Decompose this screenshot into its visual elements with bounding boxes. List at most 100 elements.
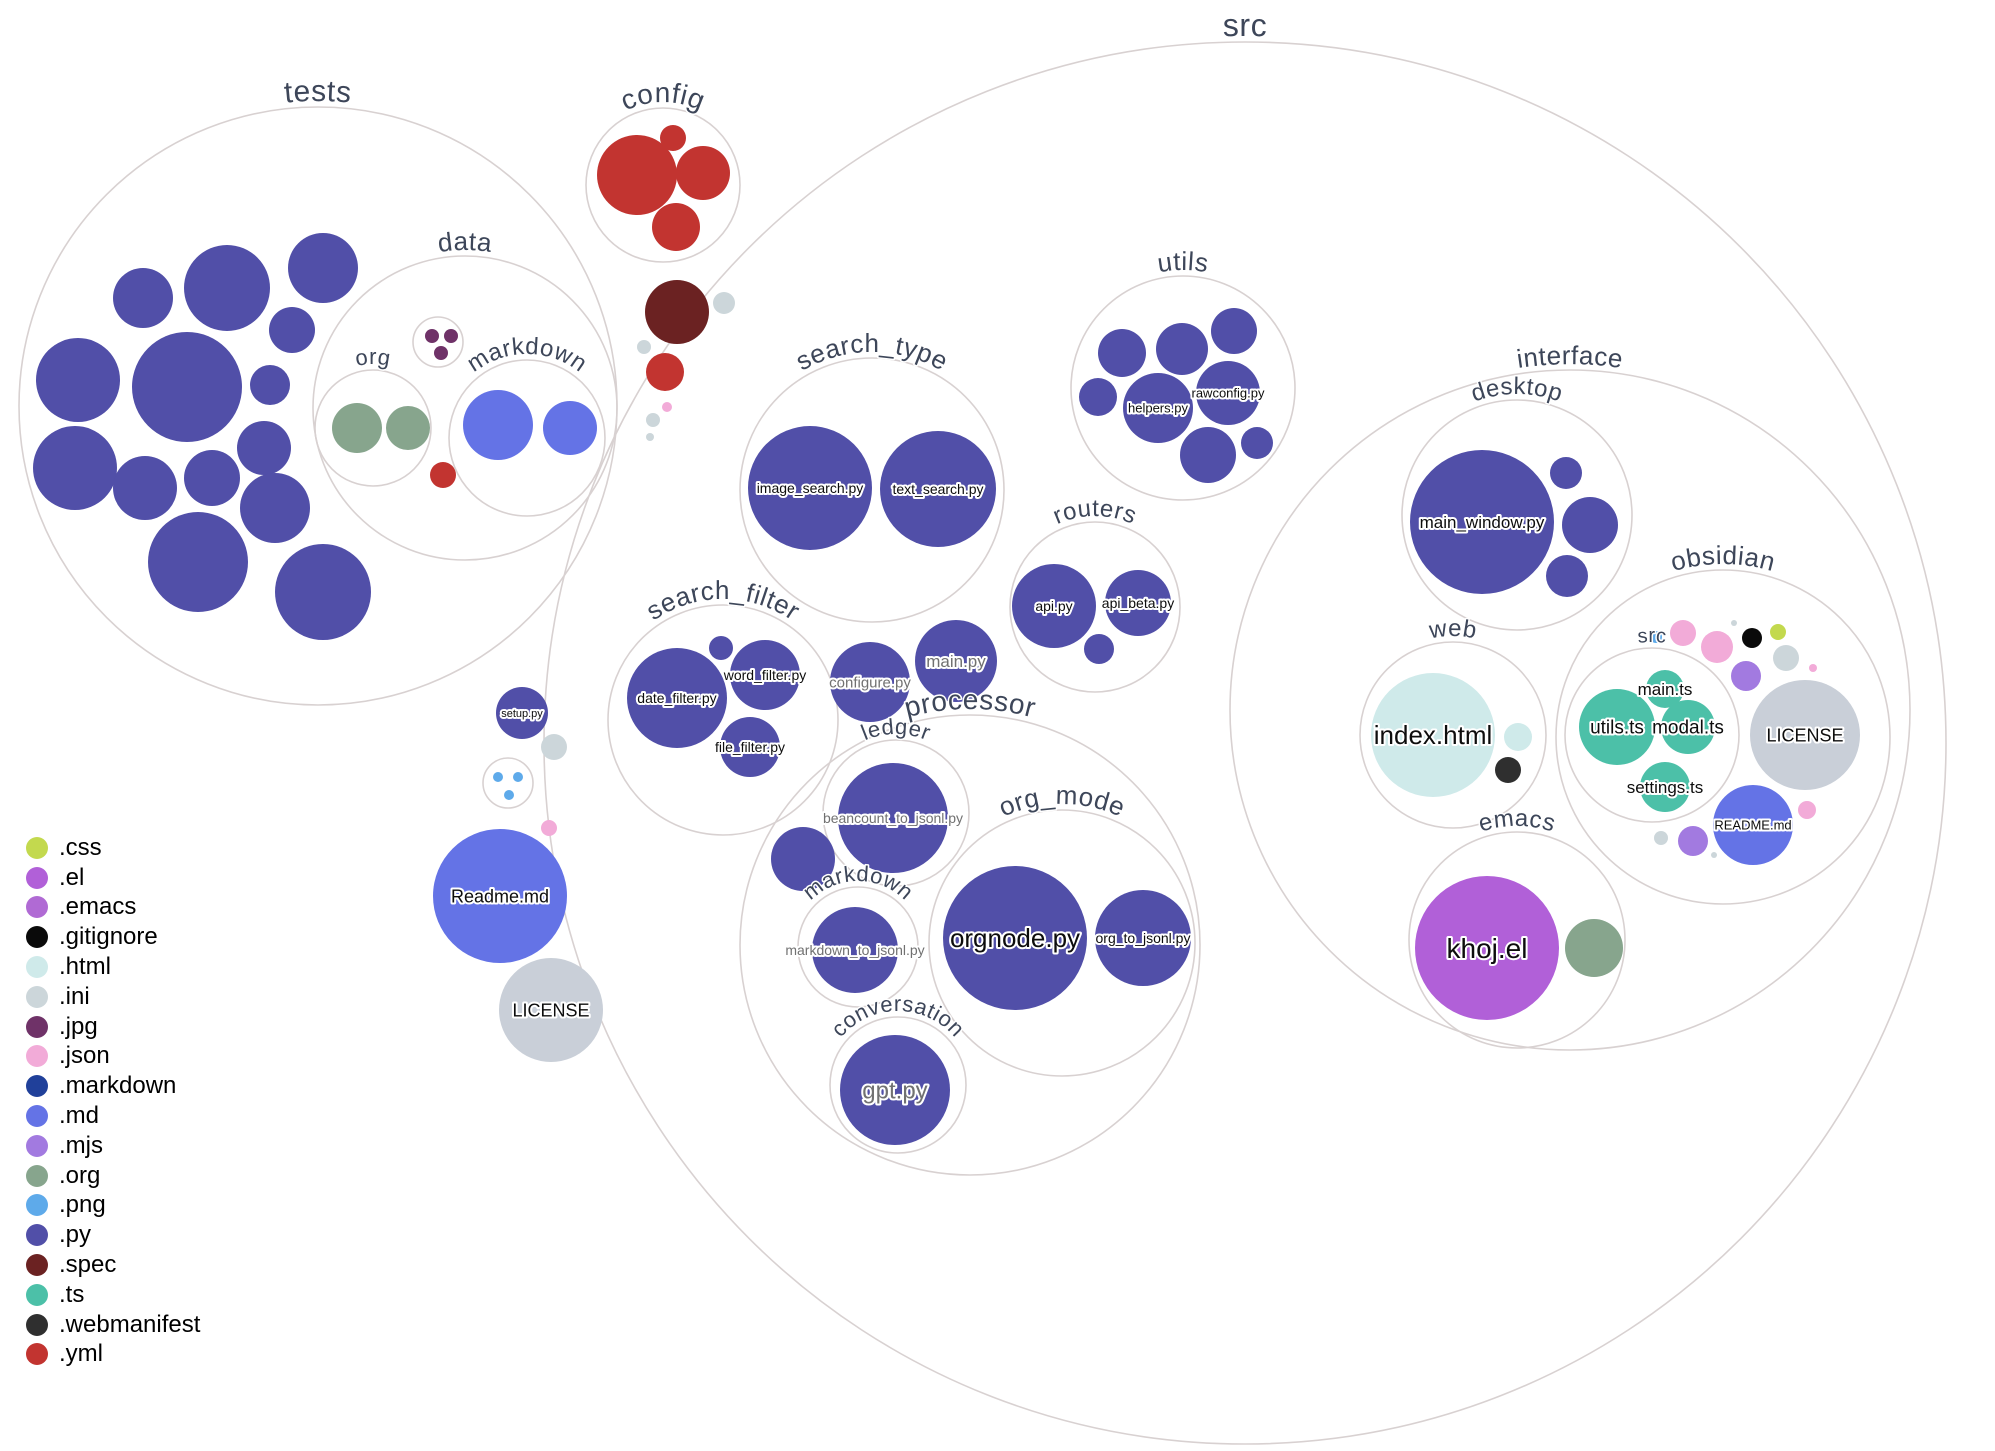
file-root-ini-5-circle[interactable] [541,734,567,760]
file-obs-json-2-circle[interactable] [1701,631,1733,663]
file-file-filter-py-circle[interactable] [720,717,780,777]
dir-utils-circle[interactable] [1070,275,1296,501]
file-obs-ini-3-circle[interactable] [1654,831,1668,845]
file-tests-py-13-circle[interactable] [148,512,248,612]
file-orgnode-py-circle[interactable] [943,866,1087,1010]
file-root-json-2-circle[interactable] [541,820,557,836]
file-web-html-2-circle[interactable] [1504,723,1532,751]
dir-data-circle[interactable] [312,255,618,561]
dir-data-markdown-circle[interactable] [448,359,606,517]
file-word-filter-py-circle[interactable] [730,640,800,710]
dir-jpg-group-circle[interactable] [412,316,464,368]
file-org-to-jsonl-py-circle[interactable] [1095,890,1191,986]
file-utils-py-1-circle[interactable] [1098,329,1146,377]
file-readme-md-obsidian-circle[interactable] [1713,785,1793,865]
file-image-search-py-circle[interactable] [748,426,872,550]
file-data-jpg-3-circle[interactable] [434,346,448,360]
file-obs-ini-2-circle[interactable] [1773,645,1799,671]
file-tests-py-8-circle[interactable] [237,421,291,475]
dir-ledger-circle[interactable] [822,739,970,887]
file-tests-py-2-circle[interactable] [184,245,270,331]
file-license-root-circle[interactable] [499,958,603,1062]
file-root-png-3-circle[interactable] [504,790,514,800]
file-tests-py-3-circle[interactable] [288,233,358,303]
file-desktop-py-3-circle[interactable] [1546,555,1588,597]
file-obs-json-4-circle[interactable] [1798,801,1816,819]
file-data-jpg-1-circle[interactable] [425,329,439,343]
file-obs-ini-1-circle[interactable] [1731,620,1737,626]
file-data-md-2-circle[interactable] [543,401,597,455]
file-main-window-py-circle[interactable] [1410,450,1554,594]
file-beancount-to-jsonl-py-circle[interactable] [838,763,948,873]
dir-emacs-circle[interactable] [1408,831,1626,1049]
dir-search-filter-circle[interactable] [607,604,839,836]
file-data-md-1-circle[interactable] [463,390,533,460]
dir-config-circle[interactable] [585,107,741,263]
file-utils-ts-circle[interactable] [1579,689,1655,765]
file-rawconfig-py-circle[interactable] [1196,361,1260,425]
dir-web-circle[interactable] [1359,641,1547,829]
file-data-org-1-circle[interactable] [332,403,382,453]
file-root-json-1-circle[interactable] [662,402,672,412]
dir-png-group-circle[interactable] [482,757,534,809]
file-processor-py-circle[interactable] [771,827,835,891]
file-root-ini-2-circle[interactable] [637,340,651,354]
file-tests-py-7-circle[interactable] [250,365,290,405]
file-obs-json-3-circle[interactable] [1809,664,1817,672]
file-settings-ts-circle[interactable] [1640,762,1690,812]
file-obs-ini-4-circle[interactable] [1711,852,1717,858]
file-obs-css-circle[interactable] [1770,624,1786,640]
file-utils-py-5-circle[interactable] [1180,427,1236,483]
file-tests-py-6-circle[interactable] [132,332,242,442]
file-web-webmanifest-circle[interactable] [1495,757,1521,783]
file-desktop-py-2-circle[interactable] [1562,497,1618,553]
file-obs-gitignore-circle[interactable] [1742,628,1762,648]
file-tests-py-9-circle[interactable] [33,426,117,510]
file-tests-py-12-circle[interactable] [240,473,310,543]
dir-interface-circle[interactable] [1229,369,1911,1051]
dir-desktop-circle[interactable] [1401,399,1633,631]
file-obs-mjs-1-circle[interactable] [1731,661,1761,691]
file-readme-md-circle[interactable] [433,829,567,963]
file-obs-mjs-2-circle[interactable] [1678,826,1708,856]
file-tests-py-14-circle[interactable] [275,544,371,640]
file-tests-py-10-circle[interactable] [113,456,177,520]
file-tests-py-5-circle[interactable] [36,338,120,422]
file-api-beta-py-circle[interactable] [1105,570,1171,636]
file-obs-json-1-circle[interactable] [1670,620,1696,646]
dir-proc-markdown-circle[interactable] [797,886,919,1008]
file-tests-py-1-circle[interactable] [113,268,173,328]
file-helpers-py-circle[interactable] [1123,373,1193,443]
dir-obsidian-src-circle[interactable] [1564,647,1740,823]
file-khoj-el-circle[interactable] [1415,876,1559,1020]
file-config-yml-4-circle[interactable] [652,203,700,251]
file-text-search-py-circle[interactable] [880,431,996,547]
file-routers-py-circle[interactable] [1084,634,1114,664]
dir-processor-circle[interactable] [739,714,1201,1176]
dir-org-circle[interactable] [314,369,432,487]
file-api-py-circle[interactable] [1012,564,1096,648]
file-utils-py-3-circle[interactable] [1211,308,1257,354]
file-root-ini-4-circle[interactable] [646,433,654,441]
file-root-png-2-circle[interactable] [513,772,523,782]
file-config-yml-1-circle[interactable] [597,135,677,215]
file-gpt-py-circle[interactable] [840,1035,950,1145]
dir-obsidian-circle[interactable] [1555,569,1891,905]
file-setup-py-circle[interactable] [496,687,548,739]
file-emacs-org-circle[interactable] [1565,919,1623,977]
file-index-html-circle[interactable] [1371,673,1495,797]
dir-search-type-circle[interactable] [739,357,1005,623]
file-tests-py-4-circle[interactable] [269,307,315,353]
file-configure-py-circle[interactable] [830,642,910,722]
file-root-ini-1-circle[interactable] [713,292,735,314]
file-utils-py-6-circle[interactable] [1241,427,1273,459]
dir-org-mode-circle[interactable] [928,809,1196,1077]
file-root-spec-circle[interactable] [645,280,709,344]
file-search-filter-py-circle[interactable] [709,636,733,660]
file-root-ini-3-circle[interactable] [646,413,660,427]
file-modal-ts-circle[interactable] [1661,700,1715,754]
file-main-ts-circle[interactable] [1646,670,1684,708]
file-root-yml-circle[interactable] [646,353,684,391]
file-utils-py-4-circle[interactable] [1079,378,1117,416]
file-data-org-2-circle[interactable] [386,406,430,450]
